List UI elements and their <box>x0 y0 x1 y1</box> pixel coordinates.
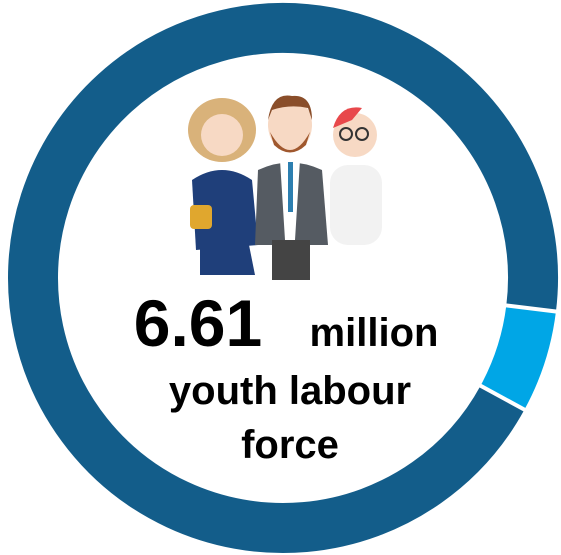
boy-cap <box>333 107 362 128</box>
segment-gap <box>505 303 558 314</box>
boy-head <box>333 113 377 157</box>
man-head <box>268 98 312 152</box>
big-number: 6.61 <box>134 286 262 360</box>
people-illustration <box>188 95 382 280</box>
man-tie <box>288 162 293 212</box>
man-trousers <box>272 240 310 280</box>
donut-segment <box>8 3 558 553</box>
man-hair <box>268 95 312 120</box>
glasses <box>355 127 369 141</box>
caption-line: youth labour <box>169 369 411 413</box>
glasses <box>339 127 353 141</box>
segment-gap <box>478 383 527 412</box>
caption-line: force <box>241 423 339 467</box>
boy-shirt <box>330 165 382 245</box>
bag <box>190 205 212 229</box>
man-beard <box>270 132 310 153</box>
unit: million <box>310 311 439 355</box>
donut-segment <box>480 304 556 410</box>
woman-head <box>201 114 243 156</box>
woman-skirt <box>200 240 255 275</box>
woman-dress <box>192 170 258 250</box>
